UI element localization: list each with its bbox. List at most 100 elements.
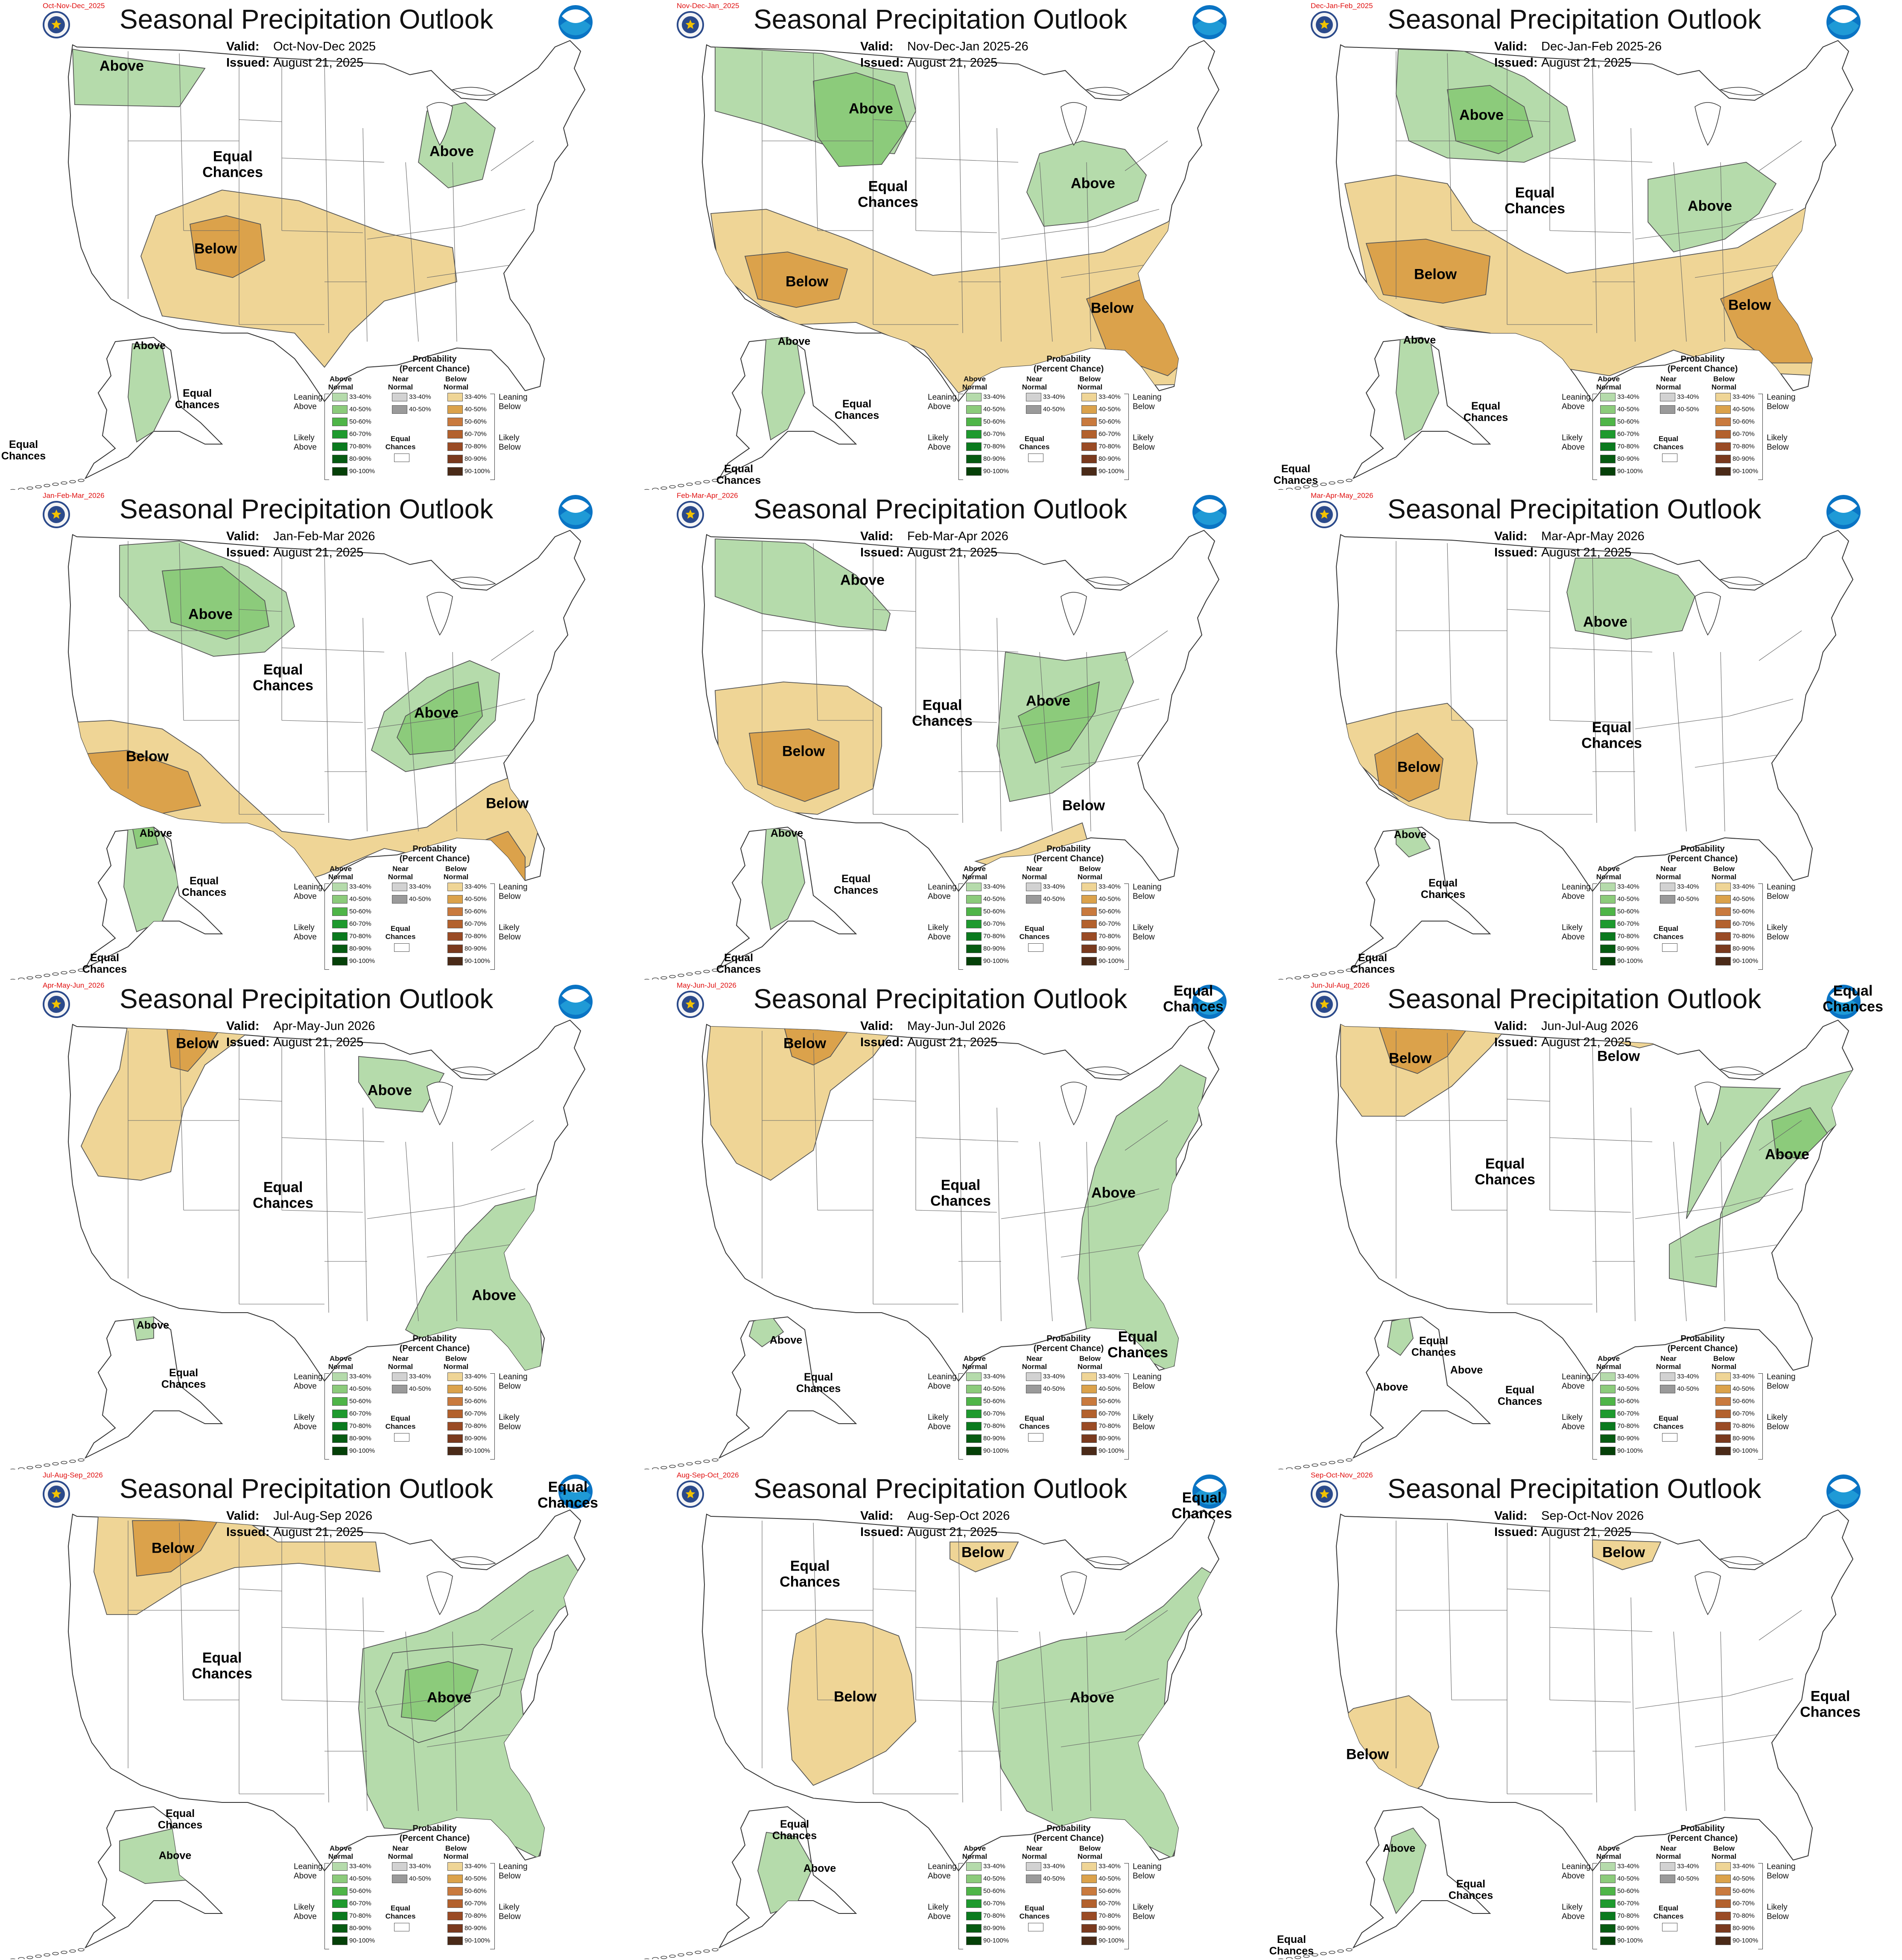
legend-range-below: 90-100%	[1733, 468, 1759, 475]
legend-range-above: 70-80%	[1617, 1912, 1639, 1919]
legend-range-above: 80-90%	[349, 945, 371, 952]
legend-near-header: Near Normal	[1649, 1844, 1688, 1861]
legend-range-above: 33-40%	[349, 393, 371, 401]
legend-range-below: 60-70%	[1733, 430, 1755, 438]
legend-range-above: 60-70%	[349, 920, 371, 927]
map-label: Above	[1091, 1185, 1136, 1201]
noaa-logo-icon	[558, 985, 593, 1019]
legend-range-near: 40-50%	[1677, 1385, 1699, 1392]
commerce-seal-icon	[677, 1480, 704, 1508]
legend-swatch-near	[392, 1875, 407, 1883]
legend-below-header: Below Normal	[1705, 1844, 1743, 1861]
map-label: Equal Chances	[1411, 1335, 1456, 1358]
legend-row-label: Likely Above	[294, 1413, 317, 1432]
aleutian-islands	[1278, 1948, 1353, 1959]
state-boundaries	[1396, 51, 1802, 342]
valid-issued-block: Valid: Nov-Dec-Jan 2025-26 Issued: August 2…	[860, 38, 1028, 71]
legend-range-below: 33-40%	[1099, 883, 1121, 890]
legend-range-near: 33-40%	[1043, 1863, 1065, 1870]
commerce-seal-icon	[43, 501, 70, 528]
legend-swatch-above	[1600, 883, 1616, 891]
commerce-seal-icon	[1311, 501, 1338, 528]
issued-date: August 21, 2025	[273, 1036, 364, 1049]
legend-header-line: Below	[1713, 865, 1735, 873]
legend-range-below: 40-50%	[465, 1385, 487, 1392]
legend-range-above: 40-50%	[1617, 1385, 1639, 1392]
legend-range-above: 50-60%	[1617, 418, 1639, 425]
legend-row-label: Likely Below	[499, 1903, 521, 1922]
outlook-region-above	[401, 1661, 479, 1722]
legend-below-header: Below Normal	[1705, 865, 1743, 881]
panel-title: Seasonal Precipitation Outlook	[1388, 4, 1762, 35]
legend-range-below: 50-60%	[465, 908, 487, 915]
valid-label: Valid:	[226, 1509, 260, 1523]
legend-swatch-above	[332, 1875, 348, 1883]
legend-row-label: Leaning Below	[499, 393, 528, 412]
legend-equal-line: Chances	[385, 933, 416, 941]
map-label: Equal Chances	[716, 463, 761, 486]
legend-range-below: 40-50%	[1099, 895, 1121, 903]
noaa-logo-icon	[1192, 495, 1227, 529]
legend-swatch-above	[1600, 945, 1616, 953]
legend-swatch-above	[332, 430, 348, 439]
map-label: Equal Chances	[1420, 877, 1466, 901]
legend-row-label: Leaning Above	[294, 883, 323, 901]
probability-legend: Probability (Percent Chance) Above Normal Ne…	[928, 1824, 1210, 1952]
legend-bracket-left	[324, 1373, 329, 1460]
great-lakes	[1695, 576, 1765, 636]
legend-range-below: 90-100%	[1733, 957, 1759, 965]
map-label: Equal Chances	[1172, 1489, 1232, 1521]
legend-swatch-equal	[394, 453, 409, 462]
legend-range-below: 60-70%	[465, 920, 487, 927]
legend-range-above: 60-70%	[1617, 1410, 1639, 1417]
legend-header-line: Above	[330, 1354, 352, 1363]
legend-range-near: 33-40%	[1677, 883, 1699, 890]
map-label: Above	[1765, 1146, 1809, 1163]
legend-swatch-above	[332, 1385, 348, 1393]
legend-row-line: Likely	[1562, 433, 1583, 442]
legend-range-above: 33-40%	[1617, 1373, 1639, 1380]
legend-header-line: Normal	[962, 383, 988, 391]
legend-swatch-below	[447, 467, 463, 476]
legend-header-line: Near	[1660, 865, 1677, 873]
legend-equal-line: Equal	[1658, 435, 1679, 443]
legend-row-line: Below	[499, 402, 521, 411]
legend-swatch-near	[392, 1372, 407, 1381]
legend-row-label: Leaning Above	[1562, 393, 1591, 412]
legend-swatch-above	[966, 1862, 982, 1871]
legend-above-header: Above Normal	[1589, 375, 1628, 391]
legend-subtitle-line: (Percent Chance)	[1033, 1834, 1104, 1843]
legend-range-above: 80-90%	[983, 945, 1005, 952]
valid-period: Jan-Feb-Mar 2026	[273, 529, 375, 543]
legend-row-line: Above	[928, 1872, 951, 1881]
legend-below-header: Below Normal	[437, 865, 475, 881]
legend-swatch-equal	[1028, 1923, 1043, 1931]
precipitation-map	[1278, 529, 1854, 980]
legend-header-line: Normal	[1077, 383, 1103, 391]
legend-row-line: Likely	[1133, 1903, 1154, 1912]
legend-range-above: 90-100%	[1617, 957, 1643, 965]
legend-header-line: Below	[1079, 865, 1101, 873]
legend-header-line: Normal	[1711, 1852, 1737, 1861]
map-label: Above	[472, 1287, 516, 1304]
legend-header-line: Normal	[328, 1363, 354, 1371]
legend-row-line: Above	[1562, 933, 1585, 942]
legend-swatch-above	[966, 883, 982, 891]
legend-row-label: Likely Above	[928, 1413, 951, 1432]
map-label: Equal Chances	[158, 1808, 203, 1831]
legend-near-header: Near Normal	[381, 1354, 420, 1371]
legend-row-label: Leaning Below	[1767, 1372, 1796, 1391]
valid-period: May-Jun-Jul 2026	[907, 1019, 1006, 1033]
legend-subtitle-line: (Percent Chance)	[1667, 364, 1738, 374]
legend-range-above: 50-60%	[349, 1887, 371, 1895]
legend-swatch-above	[1600, 932, 1616, 941]
legend-swatch-above	[1600, 1434, 1616, 1443]
legend-below-header: Below Normal	[1071, 1354, 1109, 1371]
legend-range-above: 50-60%	[349, 1398, 371, 1405]
legend-row-line: Above	[294, 892, 317, 901]
legend-range-above: 33-40%	[983, 1863, 1005, 1870]
legend-swatch-above	[1600, 455, 1616, 463]
legend-range-below: 50-60%	[1099, 908, 1121, 915]
legend-swatch-above	[332, 455, 348, 463]
legend-swatch-below	[447, 1924, 463, 1933]
